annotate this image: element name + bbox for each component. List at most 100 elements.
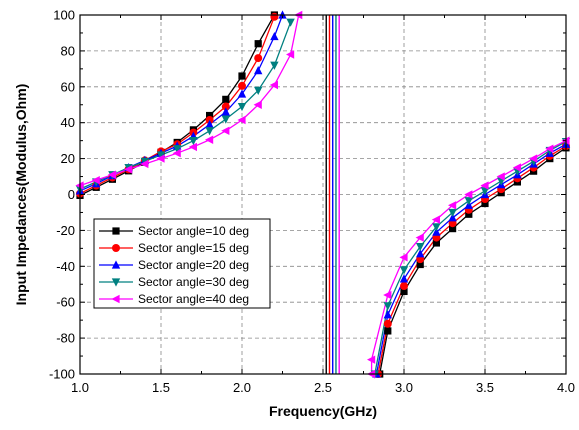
- data-point: [222, 95, 230, 103]
- data-point: [111, 294, 120, 304]
- data-point: [111, 278, 121, 287]
- data-point: [254, 66, 263, 75]
- y-tick-label: -20: [56, 223, 75, 238]
- data-point: [173, 145, 182, 154]
- legend-label: Sector angle=40 deg: [138, 292, 249, 306]
- data-point: [383, 310, 392, 319]
- data-point: [431, 215, 440, 224]
- data-point: [221, 115, 230, 124]
- data-point: [107, 170, 116, 179]
- data-point: [383, 302, 392, 311]
- legend: Sector angle=10 deg Sector angle=15 deg Se…: [93, 218, 271, 309]
- data-point: [465, 210, 473, 218]
- data-point: [111, 260, 121, 269]
- y-tick-label: 40: [61, 115, 75, 130]
- data-point: [189, 137, 198, 146]
- data-point: [205, 119, 214, 129]
- x-tick-label: 4.0: [557, 380, 575, 395]
- data-point: [156, 151, 166, 160]
- data-point: [188, 142, 197, 152]
- resonance-lines: [325, 15, 340, 374]
- legend-box: [93, 218, 271, 309]
- data-point: [172, 149, 181, 158]
- data-point: [448, 201, 457, 210]
- data-point: [205, 135, 214, 144]
- y-tick-labels: -100 -80 -60 -40 -20 0 20 40 60 80 100: [49, 8, 75, 382]
- data-point: [221, 107, 230, 116]
- data-point: [415, 233, 424, 242]
- data-point: [270, 31, 279, 41]
- data-point: [124, 165, 133, 174]
- data-point: [237, 102, 247, 112]
- data-point: [481, 199, 489, 208]
- data-point: [254, 54, 263, 63]
- y-tick-label: 0: [68, 187, 75, 202]
- legend-label: Sector angle=10 deg: [138, 224, 249, 238]
- data-point: [269, 80, 278, 90]
- y-tick-label: -80: [56, 331, 75, 346]
- data-point: [432, 223, 441, 232]
- data-point: [270, 61, 279, 70]
- x-tick-label: 2.5: [314, 380, 332, 395]
- data-point: [399, 253, 408, 262]
- data-point: [384, 327, 392, 335]
- data-point: [464, 197, 473, 206]
- data-point: [480, 187, 490, 196]
- data-point: [156, 154, 165, 163]
- data-point: [253, 100, 262, 109]
- data-point: [367, 355, 376, 364]
- data-point: [286, 50, 295, 59]
- data-point: [238, 81, 246, 90]
- data-point: [416, 249, 425, 258]
- data-point: [399, 274, 409, 283]
- x-tick-label: 3.0: [395, 380, 413, 395]
- x-tick-label: 3.5: [476, 380, 494, 395]
- data-point: [512, 163, 521, 172]
- y-tick-label: 80: [61, 43, 75, 58]
- x-tick-label: 1.5: [152, 380, 170, 395]
- legend-label: Sector angle=15 deg: [138, 241, 249, 255]
- data-point: [205, 127, 214, 136]
- data-point: [383, 290, 392, 300]
- data-point: [140, 159, 149, 169]
- data-point: [91, 175, 100, 185]
- data-point: [464, 190, 473, 199]
- data-point: [480, 181, 489, 190]
- data-point: [399, 266, 409, 275]
- data-point: [237, 115, 246, 125]
- data-point: [112, 244, 120, 252]
- x-tick-label: 1.0: [71, 380, 89, 395]
- data-point: [221, 102, 230, 111]
- data-point: [416, 260, 424, 269]
- legend-label: Sector angle=20 deg: [138, 258, 249, 272]
- x-tick-label: 2.0: [233, 380, 251, 395]
- legend-label: Sector angle=30 deg: [138, 275, 249, 289]
- data-point: [449, 225, 457, 233]
- data-point: [254, 86, 263, 95]
- data-point: [448, 208, 457, 218]
- data-point: [432, 227, 441, 236]
- data-point: [270, 12, 279, 21]
- data-point: [206, 111, 214, 120]
- y-tick-label: -100: [49, 367, 75, 382]
- y-tick-label: -40: [56, 259, 75, 274]
- x-tick-labels: 1.0 1.5 2.0 2.5 3.0 3.5 4.0: [71, 380, 575, 395]
- data-point: [545, 144, 554, 153]
- data-point: [254, 40, 262, 48]
- y-tick-label: -60: [56, 295, 75, 310]
- data-point: [448, 213, 457, 222]
- y-tick-label: 60: [61, 79, 75, 94]
- data-point: [237, 89, 247, 98]
- data-point: [400, 282, 408, 291]
- data-point: [529, 154, 538, 163]
- data-point: [432, 239, 440, 247]
- data-point: [496, 172, 505, 181]
- data-point: [221, 126, 230, 135]
- data-point: [112, 227, 120, 235]
- y-tick-label: 20: [61, 151, 75, 166]
- data-point: [383, 319, 392, 328]
- data-point: [400, 287, 408, 296]
- data-point: [238, 72, 246, 80]
